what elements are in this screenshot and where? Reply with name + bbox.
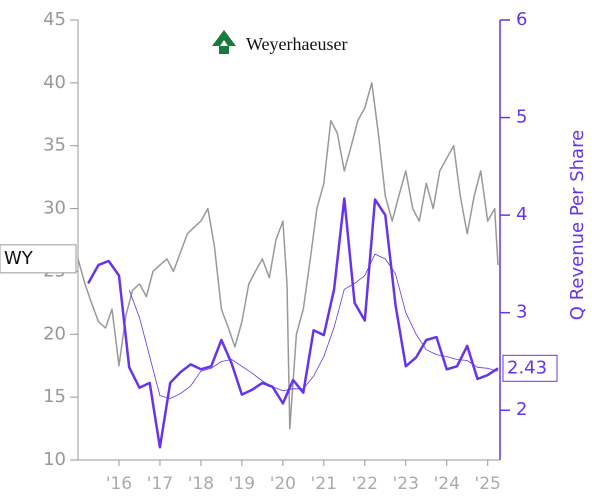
- x-tick-label: '17: [147, 474, 173, 494]
- y2-tick-label: 4: [516, 204, 527, 225]
- series-label-box: [0, 244, 77, 274]
- logo-icon-cut: [220, 40, 228, 46]
- x-tick-label: '23: [393, 474, 419, 494]
- y-tick-label: 35: [43, 135, 66, 156]
- y2-axis-label: Q Revenue Per Share: [567, 130, 588, 320]
- y2-tick-label: 6: [516, 9, 527, 30]
- x-tick-label: '20: [270, 474, 296, 494]
- x-tick-label: '19: [229, 474, 255, 494]
- y-tick-label: 10: [43, 449, 66, 470]
- y2-tick-label: 3: [516, 302, 527, 323]
- x-tick-label: '21: [311, 474, 337, 494]
- y-tick-label: 15: [43, 386, 66, 407]
- series-line: [77, 82, 499, 430]
- x-tick-label: '25: [475, 474, 501, 494]
- series-label: WY: [4, 248, 34, 269]
- x-tick-label: '18: [188, 474, 214, 494]
- y-tick-label: 30: [43, 198, 66, 219]
- x-tick-label: '22: [352, 474, 378, 494]
- logo-text: Weyerhaeuser: [246, 34, 348, 54]
- x-tick-label: '24: [434, 474, 460, 494]
- series-line: [128, 253, 499, 399]
- y2-tick-label: 5: [516, 107, 527, 128]
- y2-tick-label: 2: [516, 399, 527, 420]
- end-label-box: [502, 354, 558, 382]
- y-tick-label: 40: [43, 72, 66, 93]
- y-tick-label: 45: [43, 9, 66, 30]
- x-tick-label: '16: [106, 474, 132, 494]
- end-label: 2.43: [507, 357, 547, 378]
- series-line: [87, 197, 499, 449]
- logo: Weyerhaeuser: [212, 30, 348, 54]
- y-tick-label: 20: [43, 323, 66, 344]
